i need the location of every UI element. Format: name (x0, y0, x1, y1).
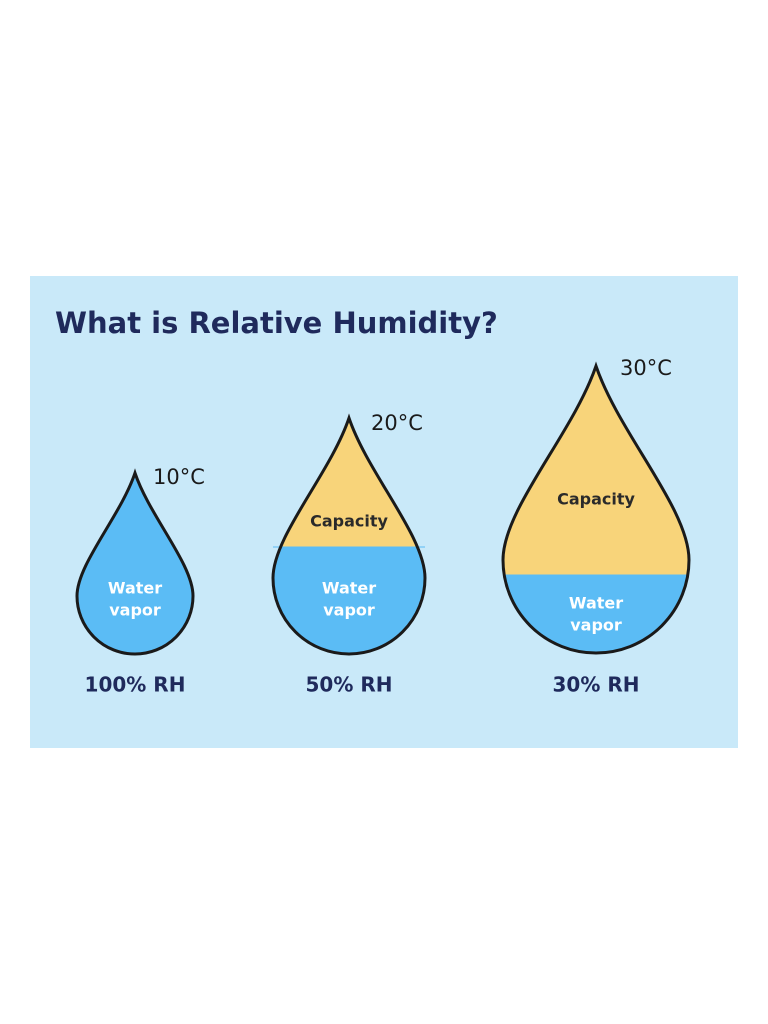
drop-outline (501, 361, 691, 655)
drop-outline (75, 468, 195, 656)
vapor-label: vapor (570, 616, 622, 635)
capacity-label: Capacity (557, 490, 635, 509)
vapor-label: Water (108, 579, 162, 598)
vapor-label: Water (569, 594, 623, 613)
capacity-label: Capacity (310, 512, 388, 531)
temperature: 30°C (620, 356, 672, 380)
vapor-label: vapor (323, 601, 375, 620)
rh-label: 30% RH (553, 673, 640, 697)
temperature: 20°C (371, 411, 423, 435)
vapor-label: Water (322, 579, 376, 598)
drop-outline (271, 413, 427, 656)
title: What is Relative Humidity? (55, 306, 498, 340)
temperature: 10°C (153, 465, 205, 489)
rh-label: 50% RH (306, 673, 393, 697)
vapor-label: vapor (109, 601, 161, 620)
rh-label: 100% RH (85, 673, 186, 697)
